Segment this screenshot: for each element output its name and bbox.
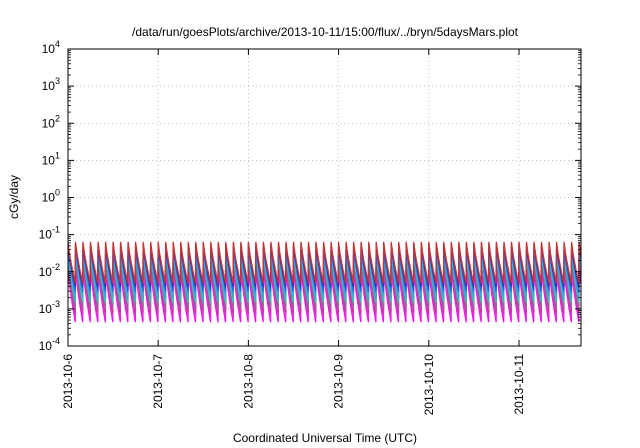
y-axis: 10-4 10-3 10-2 10-1 100 101 102 103 104	[39, 39, 581, 353]
y-tick-label: 10-4	[39, 336, 60, 353]
x-tick-label: 2013-10-6	[61, 354, 75, 409]
x-tick-label: 2013-10-7	[151, 354, 165, 409]
y-tick-label: 103	[42, 76, 60, 93]
y-tick-label: 10-2	[39, 262, 60, 279]
x-axis-label: Coordinated Universal Time (UTC)	[233, 431, 417, 445]
y-tick-label: 102	[42, 113, 60, 130]
y-tick-label: 101	[42, 150, 60, 167]
y-tick-label: 10-1	[39, 225, 60, 242]
y-tick-label: 104	[42, 39, 60, 56]
x-axis: 2013-10-6 2013-10-7 2013-10-8 2013-10-9 2013…	[61, 49, 526, 415]
y-axis-label: cGy/day	[7, 175, 21, 219]
x-tick-label: 2013-10-8	[241, 354, 255, 409]
x-tick-label: 2013-10-11	[512, 354, 526, 415]
series-group	[68, 241, 581, 323]
series-line-8	[68, 241, 581, 284]
y-tick-label: 10-3	[39, 299, 60, 316]
chart-title: /data/run/goesPlots/archive/2013-10-11/1…	[132, 25, 519, 39]
y-tick-label: 100	[42, 188, 60, 205]
x-tick-label: 2013-10-10	[422, 354, 436, 416]
x-tick-label: 2013-10-9	[332, 354, 346, 409]
